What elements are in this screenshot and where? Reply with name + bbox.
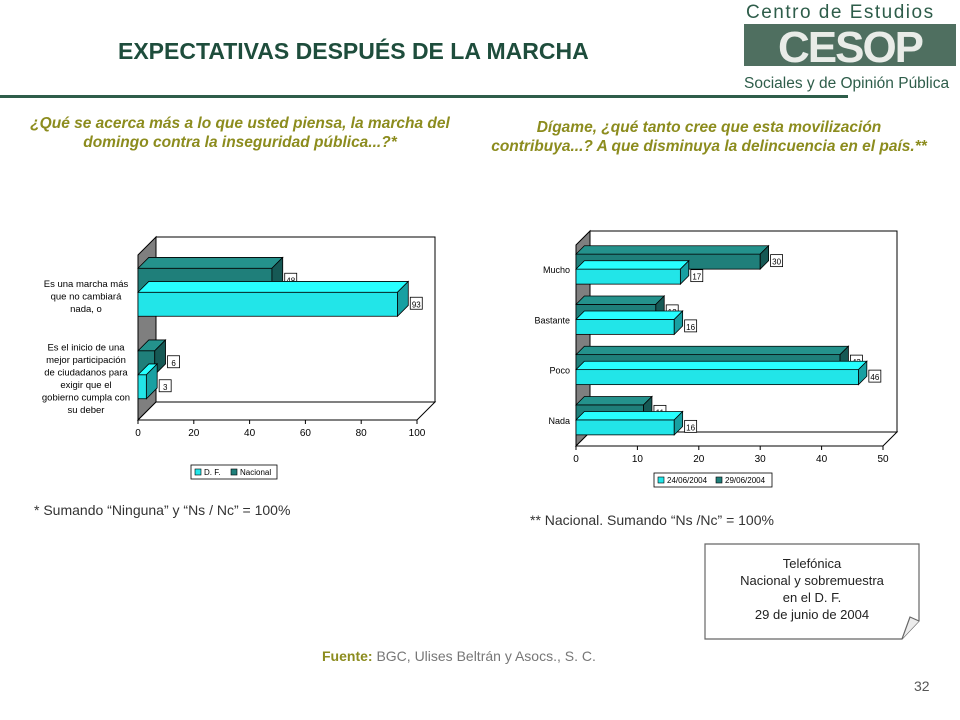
x-tick-label: 80 <box>356 428 368 439</box>
category-label: Nada <box>548 416 570 426</box>
x-tick-label: 100 <box>409 428 426 439</box>
data-label-box <box>684 319 698 333</box>
bar-top <box>575 245 770 255</box>
category-label: Bastante <box>534 315 570 325</box>
category-label: mejor participación <box>46 355 126 366</box>
cesop-logo: Centro de Estudios CESOP Sociales y de O… <box>744 2 956 92</box>
chart-contribucion: 010203040503017Mucho1316Bastante4346Poco… <box>534 229 899 488</box>
x-tick-label: 50 <box>877 454 889 465</box>
bar <box>137 374 147 400</box>
category-label: gobierno cumpla con <box>42 393 130 404</box>
left-question: ¿Qué se acerca más a lo que usted piensa… <box>30 115 450 151</box>
bar-top <box>137 281 410 293</box>
legend-swatch <box>657 476 665 484</box>
data-label: 3 <box>163 383 168 392</box>
legend-label: D. F. <box>204 468 220 477</box>
category-label: nada, o <box>70 304 102 315</box>
bar <box>575 369 859 386</box>
data-label: 30 <box>772 258 781 267</box>
bar <box>575 419 675 436</box>
x-tick-label: 30 <box>755 454 767 465</box>
x-tick-label: 40 <box>816 454 828 465</box>
x-tick-label: 60 <box>300 428 312 439</box>
right-question: Dígame, ¿qué tanto cree que esta moviliz… <box>491 119 927 155</box>
logo-line1: Centro de Estudios <box>746 2 935 23</box>
bar-top <box>137 257 284 269</box>
x-tick-label: 10 <box>632 454 644 465</box>
bar-top <box>575 396 653 406</box>
x-tick-label: 20 <box>188 428 200 439</box>
info-line: Telefónica <box>782 556 842 571</box>
source-line: Fuente: BGC, Ulises Beltrán y Asocs., S.… <box>322 648 596 664</box>
title-divider <box>0 95 848 98</box>
legend-swatch <box>715 476 723 484</box>
info-box-text: Telefónica Nacional y sobremuestra en el… <box>704 555 920 623</box>
data-label-box <box>158 379 172 393</box>
data-label: 16 <box>686 323 695 332</box>
info-box <box>704 543 920 640</box>
legend-swatch <box>194 468 202 476</box>
data-label: 93 <box>412 300 421 309</box>
bar-top <box>575 360 868 371</box>
x-tick-label: 20 <box>693 454 705 465</box>
bar-top <box>575 411 684 421</box>
legend-swatch <box>230 468 238 476</box>
logo-line2: Sociales y de Opinión Pública <box>744 75 949 92</box>
bar-end <box>858 360 868 386</box>
data-label: 48 <box>286 276 295 285</box>
data-label-box <box>167 355 180 369</box>
bar-top <box>575 310 684 320</box>
source-text: BGC, Ulises Beltrán y Asocs., S. C. <box>372 648 596 664</box>
category-label: su deber <box>68 405 105 416</box>
data-label: 17 <box>692 273 701 282</box>
legend-label: 29/06/2004 <box>725 476 766 485</box>
bar-end <box>673 310 684 336</box>
category-label: de ciudadanos para <box>44 368 128 379</box>
category-label: Mucho <box>543 265 570 275</box>
bar-end <box>759 244 770 271</box>
legend-label: 24/06/2004 <box>667 476 708 485</box>
bar <box>137 291 398 317</box>
plot-floor <box>136 401 437 421</box>
data-label-box <box>409 296 423 310</box>
category-label: Es el inicio de una <box>47 343 125 354</box>
data-label-box <box>868 369 882 383</box>
category-label: Poco <box>549 366 570 376</box>
category-label: Es una marcha más <box>44 279 129 290</box>
info-line: 29 de junio de 2004 <box>754 607 870 622</box>
bar <box>575 268 681 285</box>
page-number: 32 <box>914 678 930 694</box>
data-label-box <box>690 269 704 283</box>
bar-end <box>679 259 690 286</box>
x-tick-label: 40 <box>244 428 256 439</box>
x-tick-label: 0 <box>135 428 141 439</box>
bar-end <box>397 280 409 318</box>
data-label-box <box>770 254 784 268</box>
bar-top <box>575 260 690 270</box>
bar-top <box>575 295 666 305</box>
data-label: 6 <box>171 359 176 368</box>
info-line: Nacional y sobremuestra <box>740 573 884 588</box>
x-tick-label: 0 <box>573 454 579 465</box>
bar-top <box>575 345 850 356</box>
legend-box <box>653 472 773 488</box>
right-note: ** Nacional. Sumando “Ns /Nc” = 100% <box>530 512 774 528</box>
data-label: 46 <box>870 373 879 382</box>
left-note: * Sumando “Ninguna” y “Ns / Nc” = 100% <box>34 502 291 518</box>
legend-label: Nacional <box>240 468 271 477</box>
logo-mark: CESOP <box>778 23 923 72</box>
source-label: Fuente: <box>322 648 373 664</box>
data-label: 16 <box>686 423 695 432</box>
bar-end <box>145 362 158 400</box>
page-title: EXPECTATIVAS DESPUÉS DE LA MARCHA <box>118 38 589 64</box>
bar <box>575 318 675 335</box>
info-line: en el D. F. <box>782 590 842 605</box>
bar-end <box>673 410 684 436</box>
category-label: exigir que el <box>60 380 111 391</box>
data-label-box <box>684 419 698 433</box>
category-label: que no cambiará <box>51 291 122 302</box>
